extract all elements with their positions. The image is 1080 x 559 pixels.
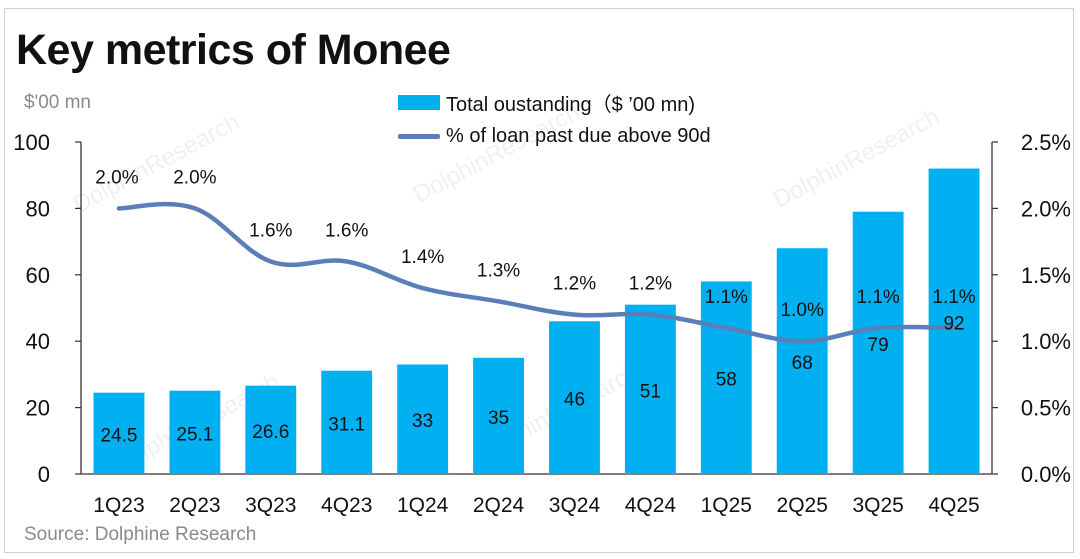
bar-data-label: 51: [640, 381, 661, 402]
chart-title: Key metrics of Monee: [16, 26, 451, 74]
right-axis-tick-label: 1.5%: [1021, 263, 1071, 288]
line-data-label: 1.6%: [325, 221, 368, 242]
bar: [321, 370, 373, 474]
legend-item-bar: Total oustanding（$ ’00 mn): [398, 88, 695, 117]
right-axis-tick-label: 1.0%: [1021, 329, 1071, 354]
bar-data-label: 58: [716, 370, 737, 391]
bar: [852, 211, 904, 474]
right-axis-tick-label: 0.0%: [1021, 462, 1071, 487]
legend-item-line: % of loan past due above 90d: [398, 125, 711, 148]
left-axis-tick-label: 80: [26, 196, 50, 221]
bar-data-label: 92: [943, 313, 964, 334]
line-data-label: 2.0%: [173, 167, 216, 188]
bar-data-label: 25.1: [176, 424, 213, 445]
bar: [549, 321, 600, 474]
source-note: Source: Dolphine Research: [24, 524, 257, 545]
x-axis-tick-label: 2Q25: [777, 494, 828, 517]
legend-line-swatch: [398, 134, 440, 139]
line-data-label: 1.6%: [249, 221, 292, 242]
watermark-text: DolphinResearch: [409, 98, 584, 208]
right-axis-tick-label: 0.5%: [1021, 396, 1071, 421]
bar: [928, 168, 980, 474]
x-axis-tick-label: 4Q23: [321, 494, 372, 517]
x-axis-tick-label: 3Q24: [549, 494, 601, 517]
bar: [700, 281, 752, 474]
line-data-label: 1.3%: [477, 260, 520, 281]
left-axis-tick-label: 0: [38, 462, 50, 487]
line-data-label: 1.1%: [856, 287, 899, 308]
left-axis-tick-label: 100: [13, 130, 50, 155]
x-axis-tick-label: 4Q24: [625, 494, 677, 517]
bar-data-label: 68: [792, 353, 813, 374]
line-data-label: 1.1%: [932, 287, 975, 308]
left-axis-tick-label: 40: [26, 329, 50, 354]
x-axis-tick-label: 3Q23: [245, 494, 296, 517]
watermark-text: DolphinResearch: [769, 103, 944, 213]
x-axis-tick-label: 3Q25: [852, 494, 903, 517]
line-data-label: 2.0%: [95, 167, 138, 188]
line-data-label: 1.2%: [553, 274, 596, 295]
line-data-label: 1.2%: [629, 274, 672, 295]
bar: [245, 385, 297, 474]
x-axis-tick-label: 4Q25: [928, 494, 979, 517]
x-axis-tick-label: 1Q25: [701, 494, 752, 517]
bar: [624, 304, 676, 474]
bar-data-label: 24.5: [100, 425, 137, 446]
watermark-text: DolphinResearch: [69, 108, 244, 218]
left-axis-tick-label: 60: [26, 263, 50, 288]
x-axis-tick-label: 2Q24: [473, 494, 525, 517]
series-line: [116, 201, 957, 344]
bar: [169, 390, 221, 474]
bar-data-label: 31.1: [328, 414, 365, 435]
bar: [776, 248, 828, 474]
line-data-label: 1.1%: [705, 287, 748, 308]
bar-data-label: 33: [412, 411, 433, 432]
legend-bar-swatch: [398, 95, 440, 110]
line-data-label: 1.4%: [401, 247, 444, 268]
line-data-label: 1.0%: [781, 300, 824, 321]
right-axis-tick-label: 2.5%: [1021, 130, 1071, 155]
bar: [93, 392, 145, 474]
left-axis-tick-label: 20: [26, 396, 50, 421]
legend-line-label: % of loan past due above 90d: [446, 125, 711, 147]
right-axis-tick-label: 2.0%: [1021, 196, 1071, 221]
x-axis-tick-label: 1Q23: [93, 494, 144, 517]
left-axis-unit: $'00 mn: [24, 92, 92, 113]
legend-bar-label: Total oustanding（$ ’00 mn): [446, 94, 696, 116]
x-axis-tick-label: 2Q23: [169, 494, 220, 517]
bar-data-label: 35: [488, 408, 509, 429]
bar: [473, 357, 524, 474]
bar-data-label: 46: [564, 390, 585, 411]
x-axis-tick-label: 1Q24: [397, 494, 449, 517]
bar-data-label: 79: [868, 335, 889, 356]
bar-data-label: 26.6: [252, 422, 289, 443]
bar: [397, 364, 449, 474]
